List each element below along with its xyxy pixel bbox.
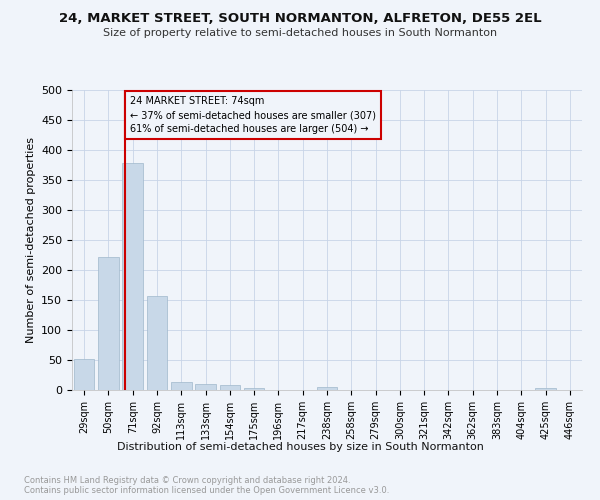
Bar [317,387,337,390]
Bar [195,384,216,390]
Y-axis label: Number of semi-detached properties: Number of semi-detached properties [26,137,35,343]
Bar [220,385,240,390]
Text: 24, MARKET STREET, SOUTH NORMANTON, ALFRETON, DE55 2EL: 24, MARKET STREET, SOUTH NORMANTON, ALFR… [59,12,541,26]
Text: Contains HM Land Registry data © Crown copyright and database right 2024.
Contai: Contains HM Land Registry data © Crown c… [24,476,389,495]
Bar [146,296,167,390]
Bar [535,388,556,390]
Bar [244,388,265,390]
Bar [98,257,119,390]
Text: Size of property relative to semi-detached houses in South Normanton: Size of property relative to semi-detach… [103,28,497,38]
Bar [122,162,143,390]
Bar [74,360,94,390]
Text: 24 MARKET STREET: 74sqm
← 37% of semi-detached houses are smaller (307)
61% of s: 24 MARKET STREET: 74sqm ← 37% of semi-de… [130,96,376,134]
Bar [171,382,191,390]
Text: Distribution of semi-detached houses by size in South Normanton: Distribution of semi-detached houses by … [116,442,484,452]
